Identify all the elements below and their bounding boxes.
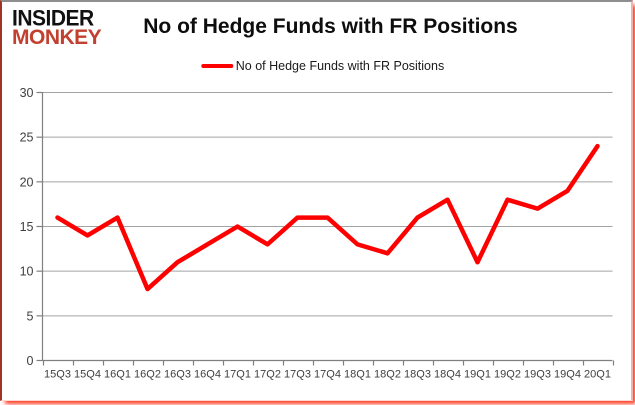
x-axis-tick-label: 18Q2 — [374, 369, 401, 381]
x-axis-tick-label: 18Q3 — [404, 369, 431, 381]
y-axis-tick-label: 25 — [20, 131, 34, 145]
chart-title: No of Hedge Funds with FR Positions — [143, 15, 518, 38]
x-axis-tick-label: 18Q1 — [344, 369, 371, 381]
chart-svg: 0 5 10 15 20 25 30 15Q3 15Q4 16Q1 16Q2 16Q3 16Q4 17Q1… — [20, 86, 615, 381]
x-axis-tick-label: 16Q2 — [134, 369, 161, 381]
legend-line-swatch — [200, 64, 233, 68]
logo-text-monkey: MONKEY — [12, 26, 102, 50]
x-axis-tick-label: 19Q3 — [524, 369, 551, 381]
x-axis-tick-label: 15Q3 — [44, 369, 71, 381]
x-axis-tick-label: 17Q3 — [284, 369, 311, 381]
x-axis-tick-label: 17Q1 — [224, 369, 251, 381]
x-axis-tick-label: 19Q4 — [554, 369, 581, 381]
x-axis-tick-label: 15Q4 — [74, 369, 101, 381]
logo-text-insider: INSIDER — [12, 6, 94, 31]
y-axis-tick-label: 20 — [20, 175, 34, 189]
x-axis-tick-label: 17Q4 — [314, 369, 341, 381]
insider-monkey-logo: INSIDER MONKEY — [12, 6, 102, 50]
x-axis-tick-label: 16Q1 — [104, 369, 131, 381]
y-axis-tick-label: 30 — [20, 86, 34, 100]
legend: No of Hedge Funds with FR Positions — [200, 59, 445, 73]
x-axis-tick-label: 16Q4 — [194, 369, 221, 381]
y-axis-tick-label: 0 — [27, 354, 34, 368]
x-axis-tick-label: 18Q4 — [434, 369, 461, 381]
x-axis-tick-label: 19Q2 — [494, 369, 521, 381]
y-axis-tick-label: 10 — [20, 265, 34, 279]
x-axis-tick-label: 20Q1 — [584, 369, 611, 381]
x-axis-tick-label: 19Q1 — [464, 369, 491, 381]
x-axis-tick-label: 17Q2 — [254, 369, 281, 381]
series-line — [55, 143, 600, 292]
x-axis-tick-label: 16Q3 — [164, 369, 191, 381]
y-axis-tick-label: 15 — [20, 220, 34, 234]
y-axis-tick-label: 5 — [27, 309, 34, 323]
legend-label: No of Hedge Funds with FR Positions — [235, 59, 445, 73]
